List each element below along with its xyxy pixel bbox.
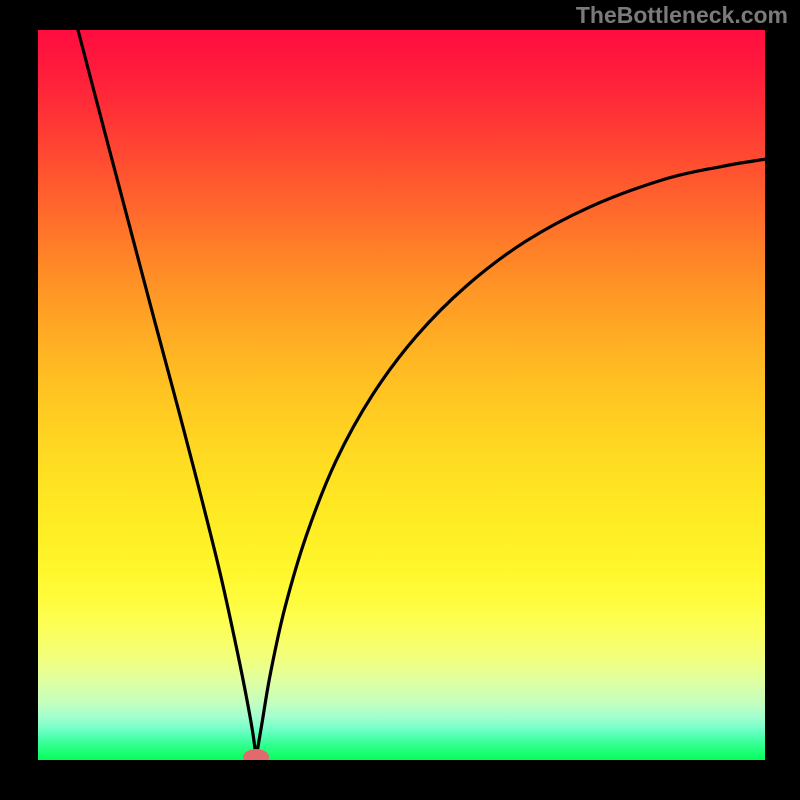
gradient-background (38, 30, 765, 760)
chart-container: TheBottleneck.com (0, 0, 800, 800)
watermark-text: TheBottleneck.com (576, 2, 788, 29)
gradient-chart-svg (0, 0, 800, 800)
